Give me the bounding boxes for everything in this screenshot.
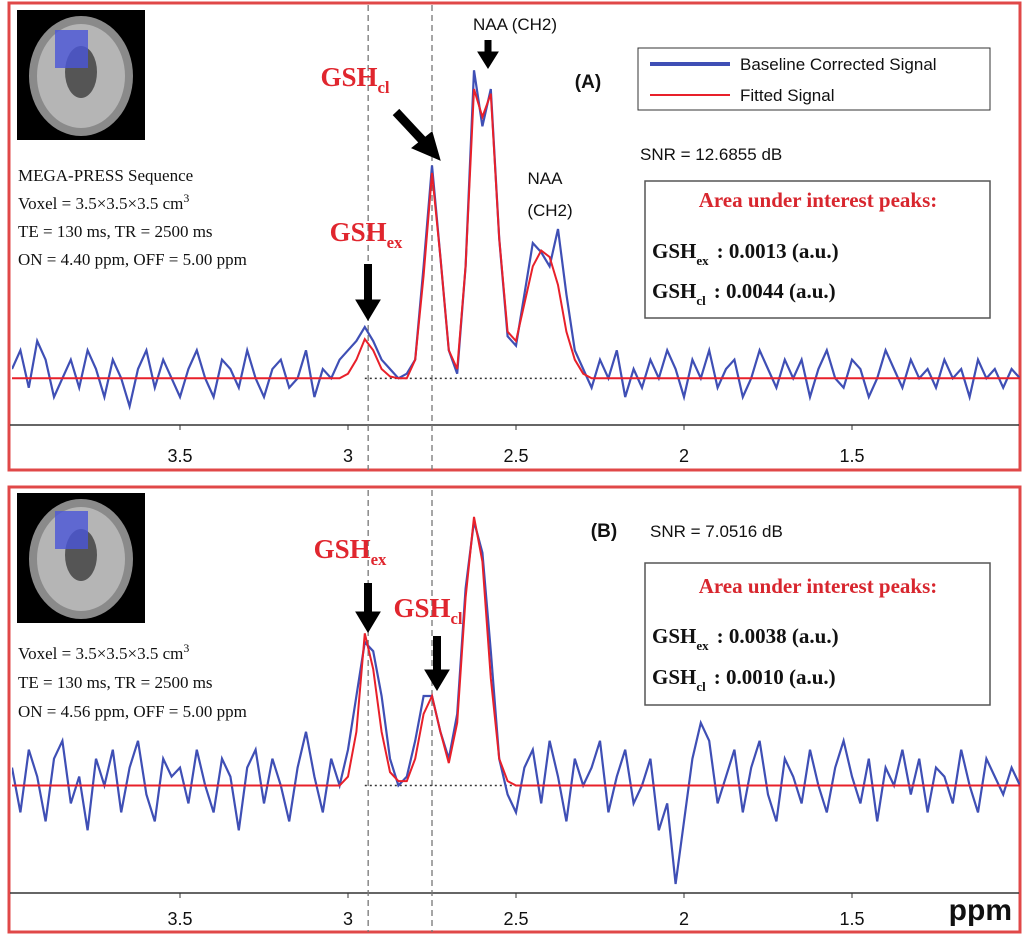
legend-box	[637, 47, 991, 111]
info-line: TE = 130 ms, TR = 2500 ms	[18, 673, 213, 692]
panel-frame	[7, 1, 1022, 472]
snr-label: SNR = 12.6855 dB	[640, 145, 782, 164]
peak-row-value: : 0.0038 (a.u.)	[717, 624, 839, 648]
annotation: NAA	[528, 169, 564, 188]
panel-title: (A)	[575, 72, 601, 93]
peak-row-sub: cl	[696, 293, 706, 308]
x-tick-label: 1.5	[839, 909, 864, 929]
snr-label: SNR = 7.0516 dB	[650, 522, 783, 541]
peak-row-text: GSH	[652, 665, 696, 689]
annotation-text: GSH	[393, 593, 450, 623]
info-line: ON = 4.40 ppm, OFF = 5.00 ppm	[18, 250, 247, 269]
info-line-text: TE = 130 ms, TR = 2500 ms	[18, 222, 213, 241]
annotation: (CH2)	[527, 201, 572, 220]
info-line-text: Voxel = 3.5×3.5×3.5 cm	[18, 644, 183, 663]
legend-label: Baseline Corrected Signal	[740, 55, 937, 74]
annotation-text: GSH	[320, 62, 377, 92]
peak-row: GSHex : 0.0013 (a.u.)	[652, 239, 839, 268]
x-tick-label: 2.5	[503, 909, 528, 929]
annotation-sub: cl	[450, 609, 462, 628]
peak-row-value: : 0.0010 (a.u.)	[714, 665, 836, 689]
peak-row: GSHex : 0.0038 (a.u.)	[652, 624, 839, 653]
info-line-sup: 3	[183, 641, 189, 655]
x-tick-label: 3.5	[167, 909, 192, 929]
peak-row-sub: ex	[696, 638, 709, 653]
info-line: MEGA-PRESS Sequence	[18, 166, 193, 185]
signal-line	[12, 521, 1020, 885]
panel-title: (B)	[591, 521, 617, 542]
x-tick-label: 1.5	[839, 446, 864, 466]
info-line-text: Voxel = 3.5×3.5×3.5 cm	[18, 194, 183, 213]
peak-row-value: : 0.0013 (a.u.)	[717, 239, 839, 263]
signal-line	[12, 516, 1020, 787]
info-line-sup: 3	[183, 191, 189, 205]
signal-line	[12, 88, 1020, 380]
panel-frame	[7, 485, 1022, 934]
peak-box-title: Area under interest peaks:	[699, 574, 938, 598]
peak-box	[644, 562, 991, 706]
annotation: GSHcl	[393, 593, 462, 628]
info-line: Voxel = 3.5×3.5×3.5 cm3	[18, 191, 189, 213]
arrows	[355, 40, 499, 691]
annotation-sub: cl	[377, 78, 389, 97]
annotation-text: (CH2)	[527, 201, 572, 220]
peak-box-title: Area under interest peaks:	[699, 188, 938, 212]
legend-label: Fitted Signal	[740, 86, 835, 105]
info-line-text: MEGA-PRESS Sequence	[18, 166, 193, 185]
peak-box	[644, 180, 991, 319]
x-tick-label: 2	[679, 909, 689, 929]
peak-row-value: : 0.0044 (a.u.)	[714, 279, 836, 303]
annotation-sub: ex	[371, 550, 387, 569]
brain-image	[17, 493, 145, 623]
x-tick-label: 2	[679, 446, 689, 466]
peak-row-sub: cl	[696, 679, 706, 694]
signal-line	[12, 70, 1020, 411]
peak-row: GSHcl : 0.0044 (a.u.)	[652, 279, 836, 308]
info-line: Voxel = 3.5×3.5×3.5 cm3	[18, 641, 189, 663]
x-tick-label: 3.5	[167, 446, 192, 466]
peak-row-text: GSH	[652, 279, 696, 303]
annotation-text: NAA (CH2)	[473, 15, 557, 34]
x-tick-label: 3	[343, 909, 353, 929]
annotation: NAA (CH2)	[473, 15, 557, 34]
annotation-text: GSH	[314, 534, 371, 564]
brain-image	[17, 10, 145, 140]
annotation: GSHex	[314, 534, 387, 569]
annotation-sub: ex	[387, 233, 403, 252]
info-line-text: ON = 4.56 ppm, OFF = 5.00 ppm	[18, 702, 247, 721]
annotation: GSHcl	[320, 62, 389, 97]
peak-row-sub: ex	[696, 253, 709, 268]
annotation: GSHex	[330, 217, 403, 252]
x-tick-label: 2.5	[503, 446, 528, 466]
info-line: ON = 4.56 ppm, OFF = 5.00 ppm	[18, 702, 247, 721]
peak-row-text: GSH	[652, 239, 696, 263]
info-line: TE = 130 ms, TR = 2500 ms	[18, 222, 213, 241]
info-line-text: TE = 130 ms, TR = 2500 ms	[18, 673, 213, 692]
x-axis-label: ppm	[949, 894, 1012, 927]
annotation-text: GSH	[330, 217, 387, 247]
peak-row-text: GSH	[652, 624, 696, 648]
x-tick-label: 3	[343, 446, 353, 466]
peak-row: GSHcl : 0.0010 (a.u.)	[652, 665, 836, 694]
annotation-text: NAA	[528, 169, 564, 188]
info-line-text: ON = 4.40 ppm, OFF = 5.00 ppm	[18, 250, 247, 269]
